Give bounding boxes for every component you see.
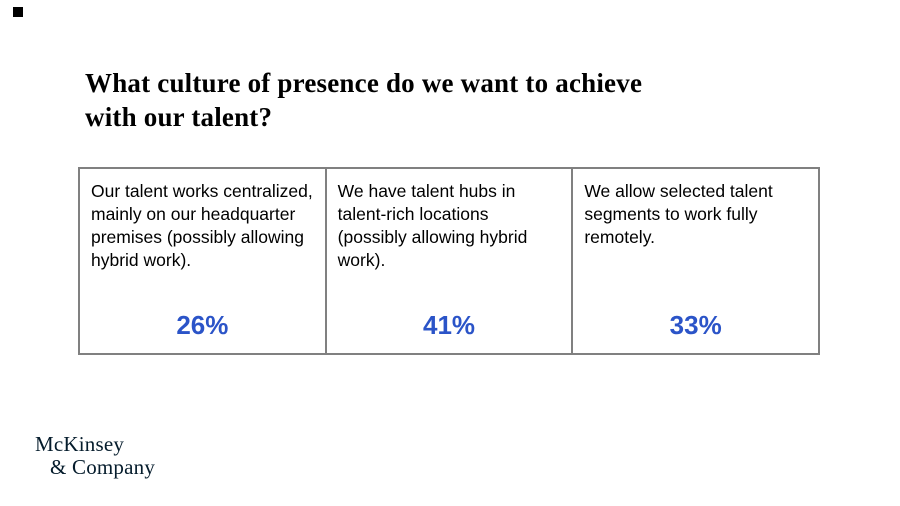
corner-marker-square — [13, 7, 23, 17]
logo-line-2: & Company — [50, 455, 156, 479]
option-percentage: 33% — [669, 310, 722, 340]
option-percentage: 26% — [176, 310, 229, 340]
option-card-fully-remote: We allow selected talent segments to wor… — [571, 169, 818, 353]
option-description: Our talent works centralized, mainly on … — [91, 181, 313, 270]
option-percentage: 41% — [422, 310, 476, 340]
logo-line-1: McKinsey — [35, 432, 125, 456]
options-table: Our talent works centralized, mainly on … — [78, 167, 820, 355]
page-title: What culture of presence do we want to a… — [85, 66, 765, 134]
page-title-line-1: What culture of presence do we want to a… — [85, 68, 643, 98]
page-title-line-2: with our talent? — [85, 102, 273, 132]
mckinsey-logo: McKinsey & Company — [35, 433, 155, 479]
option-description: We allow selected talent segments to wor… — [584, 181, 773, 247]
option-card-talent-hubs: We have talent hubs in talent-rich locat… — [324, 169, 572, 353]
option-description: We have talent hubs in talent-rich locat… — [337, 181, 528, 270]
option-card-centralized: Our talent works centralized, mainly on … — [80, 169, 325, 353]
